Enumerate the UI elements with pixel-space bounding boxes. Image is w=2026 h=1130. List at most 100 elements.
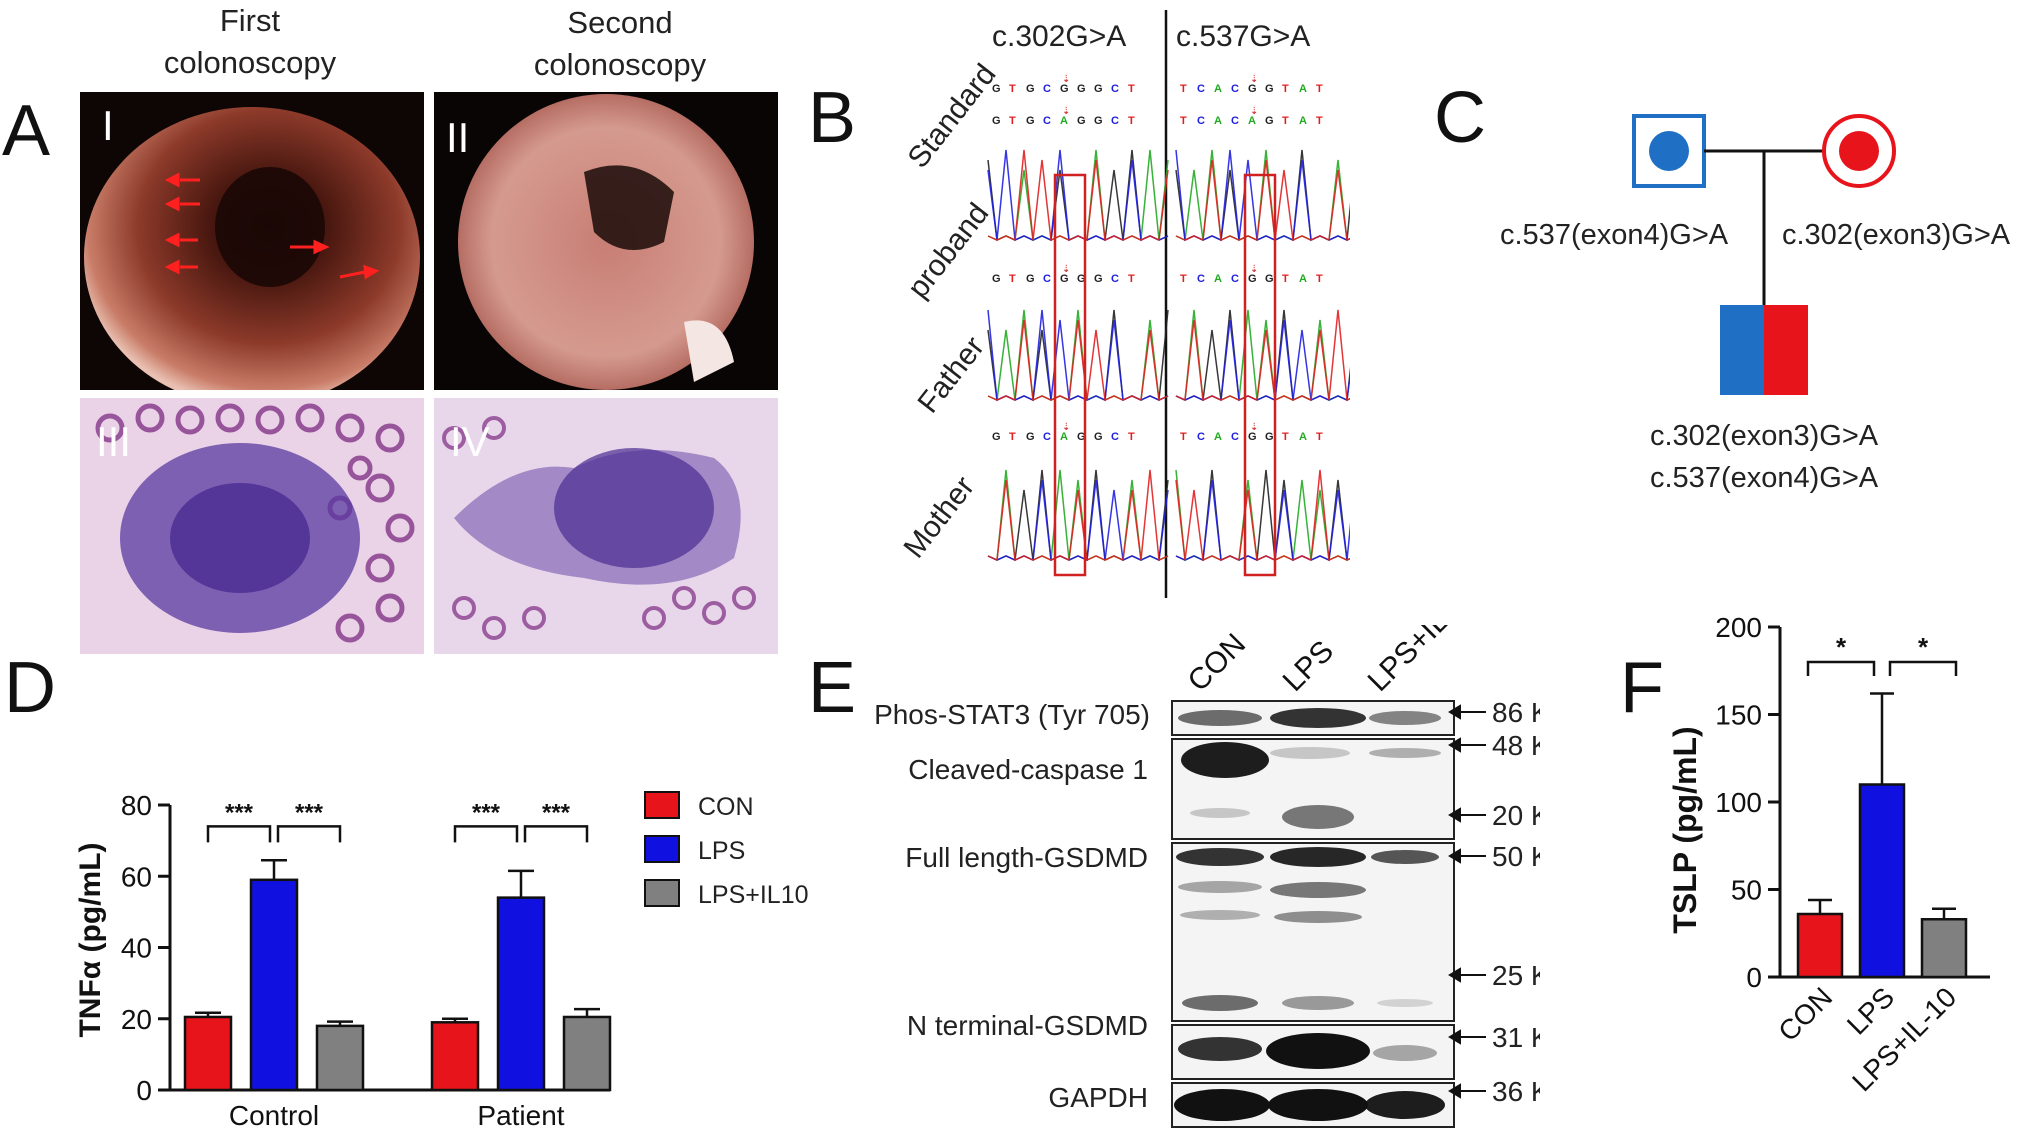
y-tick-label: 50 <box>1731 875 1762 906</box>
row-label-proband: proband <box>902 197 996 304</box>
lane-label-con: CON <box>1182 627 1252 697</box>
colonoscopy-2-graphic <box>458 94 754 390</box>
histology-image-3: III <box>80 398 424 654</box>
trace-line <box>1175 469 1350 562</box>
base-letter: T <box>1009 83 1016 95</box>
base-letter: C <box>1231 115 1239 127</box>
base-letter: T <box>1180 273 1187 285</box>
trace-right-2 <box>1175 469 1350 562</box>
legend-swatch-2 <box>644 879 680 907</box>
y-tick-label: 60 <box>121 861 152 892</box>
caption-second-colonoscopy: Second colonoscopy <box>533 5 707 82</box>
base-letter: T <box>1128 115 1135 127</box>
base-letter: A <box>1214 273 1222 285</box>
base-letter: G <box>1060 273 1069 285</box>
base-letter: A <box>1060 431 1068 443</box>
panel-letter-c: C <box>1434 78 1486 158</box>
mutation-marker: ⇣ <box>1062 106 1070 117</box>
trace-right-1 <box>1175 309 1350 402</box>
base-letter: G <box>1077 273 1086 285</box>
trace-line <box>987 149 1169 242</box>
label-iii: III <box>96 418 132 465</box>
chart-d-ylabel: TNFα (pg/mL) <box>74 842 107 1037</box>
proband-right-half <box>1764 305 1808 395</box>
bar-control-lps+il10 <box>315 1024 365 1092</box>
colonoscopy-image-2: II <box>434 92 778 390</box>
trace-line <box>1175 149 1350 242</box>
trace-line <box>1175 309 1350 402</box>
significance-bracket <box>1888 660 1958 676</box>
base-letter: G <box>1060 83 1069 95</box>
sequence-rows: G T G C G G G C T⇣G T G C A G G C T⇣T C A C G G T A T⇣T C A C A G T A T⇣… <box>992 74 1323 443</box>
protein-label-5: GAPDH <box>1048 1082 1148 1113</box>
mother-mutation-label: c.302(exon3)G>A <box>1782 219 2011 251</box>
mutation-label-right: c.537G>A <box>1176 20 1310 53</box>
legend-label-2: LPS+IL10 <box>698 881 809 909</box>
panel-letter-e: E <box>808 648 857 728</box>
proband-mutation-label-1: c.302(exon3)G>A <box>1650 420 1879 452</box>
histology-image-4: IV <box>434 398 778 654</box>
row-label-father: Father <box>912 331 991 420</box>
legend-label-1: LPS <box>698 837 745 865</box>
base-letter: G <box>1026 273 1035 285</box>
size-label-20: 20 Kd <box>1492 800 1540 831</box>
bar-patient-con <box>430 1021 480 1092</box>
father-mutation-label: c.537(exon4)G>A <box>1500 219 1729 251</box>
mutation-marker: ⇣ <box>1250 106 1258 117</box>
significance-marker: * <box>1918 632 1929 662</box>
chromatogram-traces <box>987 149 1350 562</box>
base-letter: G <box>1248 431 1257 443</box>
protein-label-4: N terminal-GSDMD <box>907 1010 1148 1041</box>
significance-bracket <box>206 825 272 843</box>
seq-standard-left-ref: G T G C G G G C T⇣ <box>992 74 1135 95</box>
base-letter: T <box>1316 273 1323 285</box>
seq-standard-right-alt: T C A C A G T A T⇣ <box>1180 106 1323 127</box>
base-letter: A <box>1299 431 1307 443</box>
western-blot-figure: CON LPS LPS+IL-10 Phos-STAT3 (Tyr 705) C… <box>874 625 1540 1128</box>
trace-line <box>987 469 1169 562</box>
base-letter: G <box>1077 83 1086 95</box>
significance-bracket <box>523 825 589 843</box>
base-letter: C <box>1111 83 1119 95</box>
base-letter: T <box>1282 431 1289 443</box>
chart-f-axes: 0 50 100 150 200 <box>1715 612 1990 993</box>
size-arrows <box>1448 704 1486 1099</box>
mutation-marker: ⇣ <box>1250 422 1258 433</box>
mutation-marker: ⇣ <box>1062 264 1070 275</box>
base-letter: A <box>1299 273 1307 285</box>
base-letter: T <box>1180 115 1187 127</box>
x-category-label: Patient <box>477 1100 564 1130</box>
row-label-mother: Mother <box>898 470 981 564</box>
significance-marker: *** <box>225 799 254 826</box>
size-label-86: 86 Kd <box>1492 697 1540 728</box>
trace-left-1 <box>987 309 1169 402</box>
chart-d-legend: CON LPS LPS+IL10 <box>644 791 809 909</box>
trace-line <box>1175 149 1350 242</box>
bar-patient-lps <box>496 896 546 1092</box>
base-letter: C <box>1043 115 1051 127</box>
trace-line <box>1175 159 1350 242</box>
base-letter: C <box>1111 115 1119 127</box>
seq-proband-right: T C A C G G T A T⇣ <box>1180 264 1323 285</box>
mutation-marker: ⇣ <box>1062 74 1070 85</box>
base-letter: G <box>992 273 1001 285</box>
mutation-marker: ⇣ <box>1250 74 1258 85</box>
base-letter: A <box>1248 115 1256 127</box>
highlight-box-right <box>1243 173 1277 577</box>
trace-line <box>987 469 1169 562</box>
base-letter: G <box>1265 431 1274 443</box>
base-letter: G <box>992 115 1001 127</box>
trace-right-0 <box>1175 149 1350 242</box>
trace-line <box>987 149 1169 242</box>
base-letter: A <box>1299 83 1307 95</box>
base-letter: C <box>1197 273 1205 285</box>
base-letter: T <box>1128 431 1135 443</box>
base-letter: T <box>1282 273 1289 285</box>
y-tick-label: 80 <box>121 790 152 821</box>
significance-marker: *** <box>295 799 324 826</box>
significance-bracket <box>453 825 519 843</box>
base-letter: C <box>1197 115 1205 127</box>
panel-letter-d: D <box>4 648 56 728</box>
